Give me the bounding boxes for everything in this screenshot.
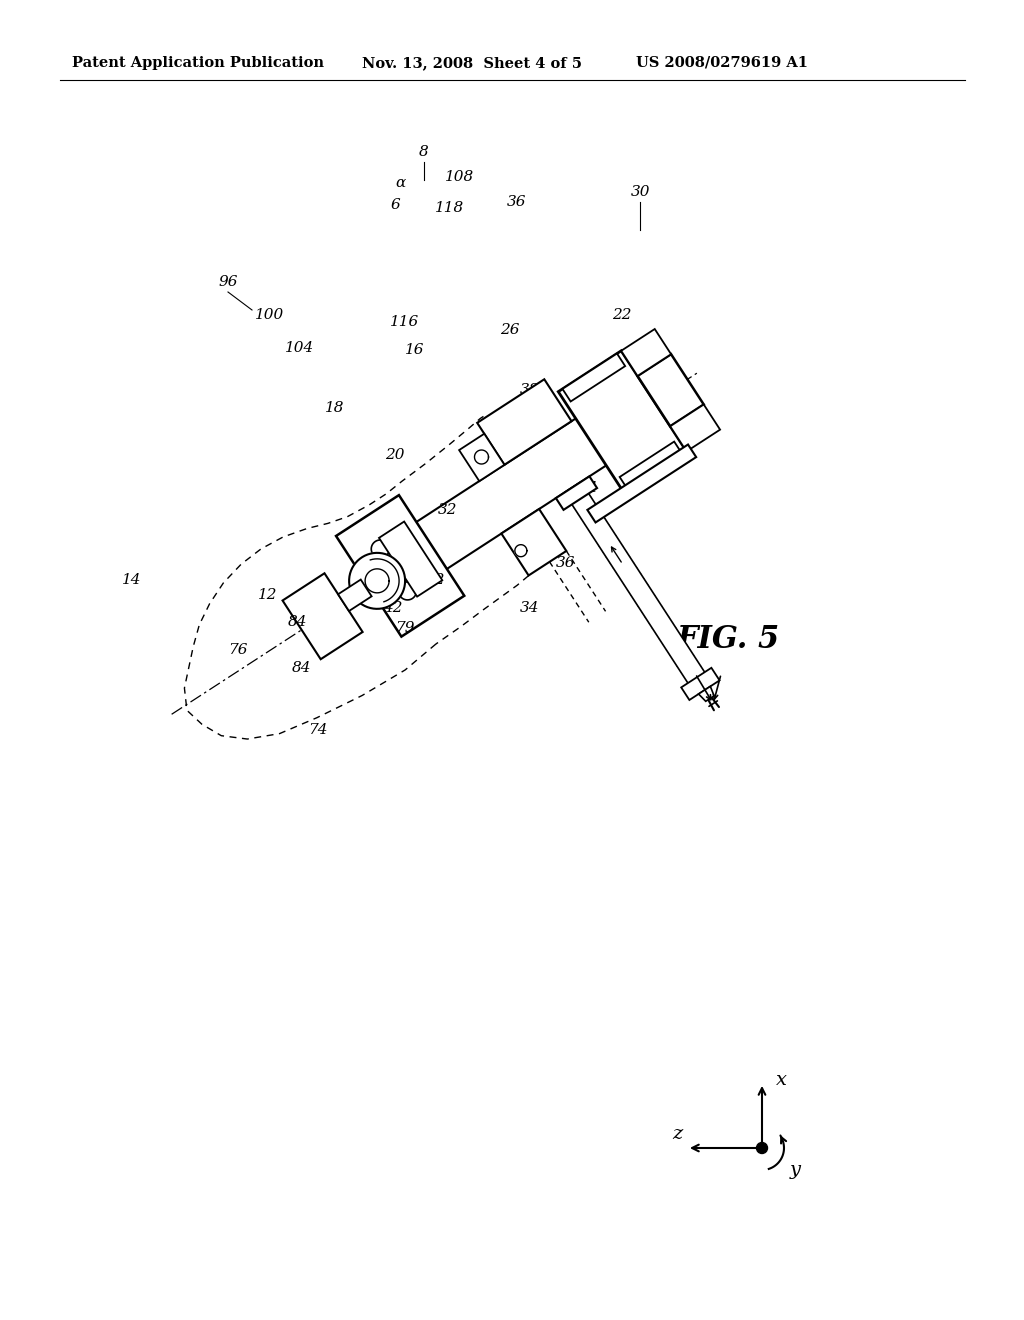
Polygon shape bbox=[338, 579, 372, 611]
Circle shape bbox=[757, 1143, 768, 1154]
Polygon shape bbox=[477, 379, 571, 465]
Text: 62: 62 bbox=[425, 573, 444, 587]
Polygon shape bbox=[398, 582, 417, 599]
Text: α: α bbox=[395, 176, 406, 190]
Text: 36: 36 bbox=[507, 195, 526, 209]
Polygon shape bbox=[515, 545, 527, 557]
Text: 30: 30 bbox=[631, 185, 650, 199]
Text: 100: 100 bbox=[255, 308, 285, 322]
Text: 24: 24 bbox=[579, 480, 598, 495]
Text: 8: 8 bbox=[419, 145, 429, 158]
Text: 84: 84 bbox=[292, 661, 311, 675]
Text: 76: 76 bbox=[228, 643, 248, 657]
Polygon shape bbox=[502, 510, 566, 576]
Text: y: y bbox=[790, 1162, 801, 1179]
Text: 16: 16 bbox=[406, 343, 425, 356]
Text: 32: 32 bbox=[438, 503, 458, 517]
Polygon shape bbox=[670, 404, 720, 451]
Text: x: x bbox=[776, 1071, 787, 1089]
Polygon shape bbox=[474, 450, 488, 465]
Text: 34: 34 bbox=[520, 601, 540, 615]
Polygon shape bbox=[556, 477, 597, 510]
Text: 96: 96 bbox=[218, 275, 238, 289]
Polygon shape bbox=[562, 354, 626, 401]
Polygon shape bbox=[638, 354, 703, 426]
Polygon shape bbox=[366, 569, 389, 593]
Polygon shape bbox=[564, 482, 708, 688]
Text: 108: 108 bbox=[445, 170, 475, 183]
Polygon shape bbox=[459, 434, 505, 480]
Text: 118: 118 bbox=[435, 201, 465, 215]
Text: 104: 104 bbox=[286, 341, 314, 355]
Text: 26: 26 bbox=[501, 323, 520, 337]
Text: 12: 12 bbox=[258, 587, 278, 602]
Text: 84: 84 bbox=[288, 615, 308, 630]
Text: 28: 28 bbox=[490, 428, 510, 442]
Text: z: z bbox=[672, 1125, 682, 1143]
Text: 38: 38 bbox=[520, 383, 540, 397]
Text: 6: 6 bbox=[390, 198, 400, 213]
Text: Patent Application Publication: Patent Application Publication bbox=[72, 55, 324, 70]
Polygon shape bbox=[379, 521, 442, 597]
Text: US 2008/0279619 A1: US 2008/0279619 A1 bbox=[636, 55, 808, 70]
Polygon shape bbox=[372, 540, 389, 558]
Polygon shape bbox=[336, 495, 464, 636]
Text: 74: 74 bbox=[308, 723, 328, 737]
Text: 116: 116 bbox=[390, 315, 420, 329]
Polygon shape bbox=[383, 416, 610, 591]
Polygon shape bbox=[588, 445, 696, 523]
Polygon shape bbox=[349, 553, 406, 609]
Text: FIG. 5: FIG. 5 bbox=[677, 624, 779, 656]
Polygon shape bbox=[283, 573, 362, 659]
Text: 36: 36 bbox=[556, 556, 575, 570]
Text: 18: 18 bbox=[326, 401, 345, 414]
Polygon shape bbox=[558, 351, 686, 492]
Polygon shape bbox=[620, 442, 682, 490]
Text: 20: 20 bbox=[385, 447, 404, 462]
Polygon shape bbox=[681, 668, 720, 700]
Text: 14: 14 bbox=[122, 573, 141, 587]
Polygon shape bbox=[622, 329, 671, 376]
Text: 42: 42 bbox=[383, 601, 402, 615]
Polygon shape bbox=[698, 686, 714, 701]
Text: Nov. 13, 2008  Sheet 4 of 5: Nov. 13, 2008 Sheet 4 of 5 bbox=[362, 55, 582, 70]
Text: 22: 22 bbox=[612, 308, 632, 322]
Text: 79: 79 bbox=[395, 620, 415, 635]
